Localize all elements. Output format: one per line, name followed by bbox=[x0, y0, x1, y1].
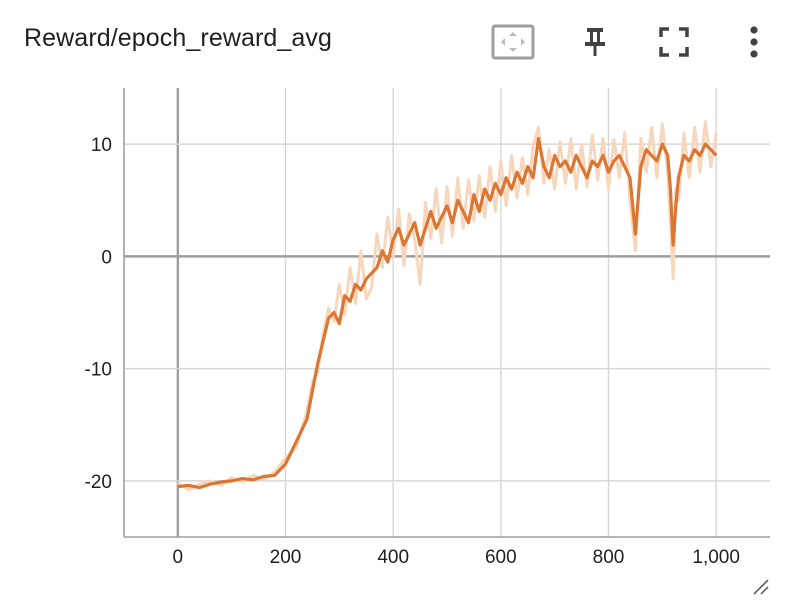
fit-domain-button[interactable] bbox=[491, 22, 535, 62]
pin-button[interactable] bbox=[573, 22, 617, 62]
y-axis-ticks: -20 -10 0 10 bbox=[85, 135, 112, 493]
more-vert-icon bbox=[750, 26, 758, 58]
resize-handle-icon[interactable] bbox=[752, 578, 770, 596]
chart-title: Reward/epoch_reward_avg bbox=[24, 24, 333, 52]
pin-icon bbox=[585, 28, 605, 56]
chart-frame bbox=[123, 88, 770, 538]
fullscreen-icon bbox=[659, 27, 689, 57]
x-tick-label: 400 bbox=[377, 547, 409, 568]
y-tick-label: 0 bbox=[101, 247, 112, 268]
x-tick-label: 600 bbox=[485, 547, 517, 568]
x-axis-ticks: 0 200 400 600 800 1,000 bbox=[173, 547, 740, 568]
series-lines bbox=[177, 120, 718, 492]
more-button[interactable] bbox=[732, 22, 776, 62]
x-tick-label: 800 bbox=[593, 547, 625, 568]
y-tick-label: -10 bbox=[85, 360, 112, 381]
y-tick-label: 10 bbox=[91, 135, 112, 156]
y-tick-label: -20 bbox=[85, 472, 112, 493]
raw-series-line bbox=[177, 120, 718, 492]
smoothed-series-line bbox=[177, 136, 718, 490]
fit-domain-icon bbox=[491, 24, 535, 60]
fullscreen-button[interactable] bbox=[652, 22, 696, 62]
x-tick-label: 1,000 bbox=[692, 547, 740, 568]
x-tick-label: 200 bbox=[270, 547, 302, 568]
grid-lines bbox=[124, 88, 770, 537]
x-tick-label: 0 bbox=[173, 547, 184, 568]
